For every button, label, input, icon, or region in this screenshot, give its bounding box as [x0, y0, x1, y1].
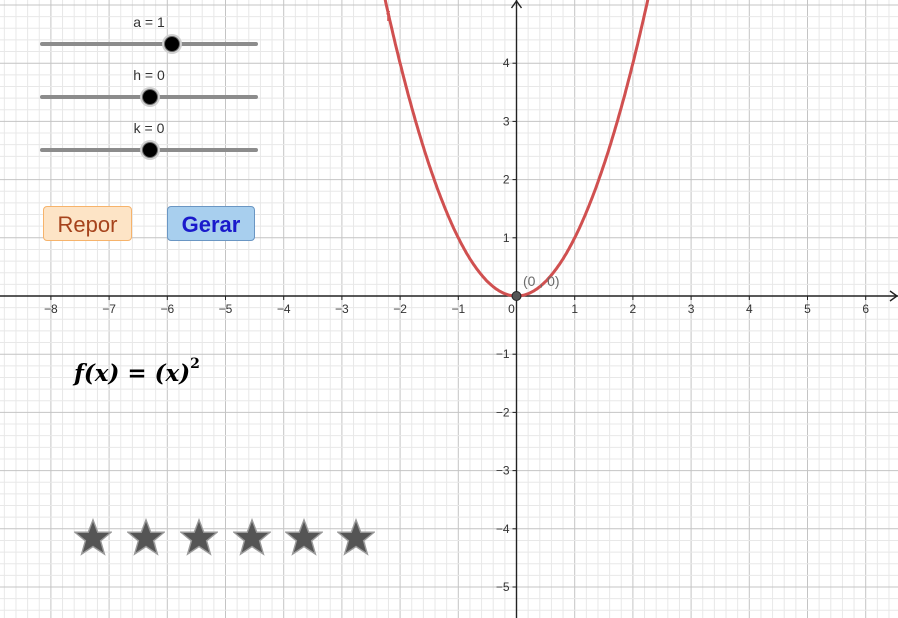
- slider-h-label: h = 0: [133, 67, 165, 83]
- x-tick-label: −5: [219, 302, 233, 316]
- slider-a-label: a = 1: [133, 14, 165, 30]
- x-tick-label: 2: [630, 302, 637, 316]
- x-tick-label: −3: [335, 302, 349, 316]
- star-icon: [74, 518, 112, 556]
- star-icon: [285, 518, 323, 556]
- x-tick-label: −4: [277, 302, 291, 316]
- vertex-label: (0 , 0): [523, 273, 560, 289]
- star-icon: [127, 518, 165, 556]
- y-tick-label: −2: [496, 405, 510, 419]
- x-tick-label: −6: [160, 302, 174, 316]
- x-tick-label: −2: [393, 302, 407, 316]
- x-tick-label: 6: [862, 302, 869, 316]
- x-axis-arrow-icon: [889, 290, 898, 302]
- slider-k[interactable]: k = 0: [40, 120, 258, 160]
- y-tick-label: 1: [503, 231, 510, 245]
- y-tick-label: −3: [496, 464, 510, 478]
- y-tick-label: 2: [503, 173, 510, 187]
- x-tick-label: −7: [102, 302, 116, 316]
- x-tick-label: 5: [804, 302, 811, 316]
- tick-labels: −8 −7 −6 −5 −4 −3 −2 −1 0 1 2 3 4 5 6 −5 −4 −3 −2 −1 1 2 3 4: [44, 56, 869, 594]
- y-tick-label: −5: [496, 580, 510, 594]
- reset-button[interactable]: Repor: [43, 206, 132, 241]
- slider-k-label: k = 0: [133, 120, 165, 136]
- function-formula: f(x) = (x)2: [74, 356, 200, 387]
- y-tick-label: 4: [503, 56, 510, 70]
- star-shape: [337, 518, 375, 556]
- y-tick-label: −4: [496, 522, 510, 536]
- slider-a[interactable]: a = 1: [40, 14, 258, 54]
- slider-h[interactable]: h = 0: [40, 67, 258, 107]
- slider-k-handle[interactable]: [142, 142, 158, 158]
- slider-a-handle[interactable]: [164, 36, 180, 52]
- function-label: f: [386, 8, 390, 24]
- formula-exponent: 2: [190, 356, 200, 373]
- y-tick-label: −1: [496, 347, 510, 361]
- slider-a-track[interactable]: [40, 42, 258, 46]
- x-tick-label: 4: [746, 302, 753, 316]
- star-shape: [74, 518, 112, 556]
- x-tick-label: 3: [688, 302, 695, 316]
- x-tick-label: −8: [44, 302, 58, 316]
- x-tick-label: −1: [451, 302, 465, 316]
- star-shape: [233, 518, 271, 556]
- star-icon: [337, 518, 375, 556]
- generate-button[interactable]: Gerar: [167, 206, 255, 241]
- star-icon: [180, 518, 218, 556]
- formula-text: f(x) = (x): [74, 360, 191, 387]
- vertex-point[interactable]: [511, 291, 522, 301]
- y-axis-arrow-icon: [510, 0, 523, 9]
- star-shape: [180, 518, 218, 556]
- star-shape: [127, 518, 165, 556]
- y-tick-label: 3: [503, 114, 510, 128]
- star-icon: [233, 518, 271, 556]
- x-tick-label: 0: [508, 302, 515, 316]
- slider-h-handle[interactable]: [142, 89, 158, 105]
- star-shape: [285, 518, 323, 556]
- x-tick-label: 1: [571, 302, 578, 316]
